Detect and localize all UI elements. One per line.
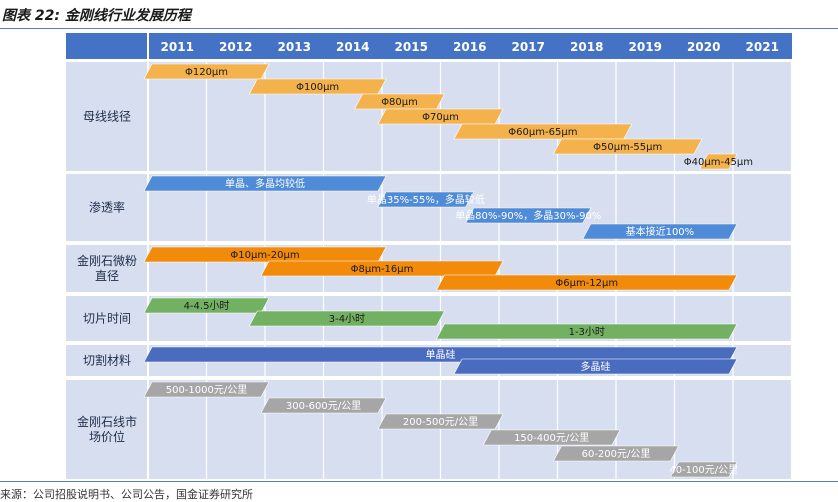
bar-label: 单晶硅 xyxy=(426,348,456,361)
bar-label: Φ40μm-45μm xyxy=(684,157,753,168)
year-label-2011: 2011 xyxy=(161,40,194,54)
bar-label: Φ50μm-55μm xyxy=(593,142,662,153)
timeline-bar xyxy=(699,153,738,170)
bar-label: Φ100μm xyxy=(296,82,339,93)
row-label: 场价位 xyxy=(89,429,125,444)
bar-label: 60-200元/公里 xyxy=(582,448,651,460)
year-label-2020: 2020 xyxy=(687,40,720,54)
timeline-bar xyxy=(465,207,592,224)
year-label-2021: 2021 xyxy=(746,40,779,54)
bar-label: Φ10μm-20μm xyxy=(230,250,299,261)
timeline-bar xyxy=(453,358,738,375)
bar-label: 40-100元/公里 xyxy=(669,464,738,476)
year-label-2013: 2013 xyxy=(278,40,311,54)
year-label-2015: 2015 xyxy=(395,40,428,54)
year-label-2012: 2012 xyxy=(219,40,252,54)
bottom-rule xyxy=(0,481,838,482)
bar-label: Φ60μm-65μm xyxy=(508,127,577,138)
source-note: 来源：公司招股说明书、公司公告，国金证券研究所 xyxy=(0,488,253,501)
row-label: 渗透率 xyxy=(89,200,125,215)
timeline-bar xyxy=(377,413,504,430)
year-label-2014: 2014 xyxy=(336,40,369,54)
title-rule xyxy=(0,28,838,29)
year-label-2016: 2016 xyxy=(453,40,486,54)
timeline-bar xyxy=(260,397,387,414)
bar-label: 300-600元/公里 xyxy=(286,400,361,412)
row-label: 切片时间 xyxy=(83,312,131,326)
bar-label: 单晶、多晶均较低 xyxy=(225,177,305,190)
figure-title: 图表 22: 金刚线行业发展历程 xyxy=(2,8,191,24)
timeline-bar xyxy=(377,191,475,208)
year-label-2017: 2017 xyxy=(512,40,545,54)
timeline-bar xyxy=(436,323,738,340)
row-label: 母线线径 xyxy=(83,110,131,124)
year-header xyxy=(66,33,792,59)
bar-label: Φ120μm xyxy=(185,67,228,78)
bar-label: Φ80μm xyxy=(381,97,418,108)
year-label-2019: 2019 xyxy=(629,40,662,54)
timeline-bar xyxy=(553,138,703,155)
bar-label: 多晶硅 xyxy=(581,360,611,373)
row-label: 金刚石线市 xyxy=(77,414,137,429)
timeline-bar xyxy=(143,175,387,192)
timeline-bar xyxy=(248,310,445,327)
timeline-bar xyxy=(143,381,270,398)
bar-label: 4-4.5小时 xyxy=(184,300,230,312)
bar-label: 基本接近100% xyxy=(626,225,695,238)
row-label: 金刚石微粉 xyxy=(77,253,137,268)
bar-label: Φ70μm xyxy=(422,112,459,123)
bar-label: Φ8μm-16μm xyxy=(351,264,414,275)
bar-label: 3-4小时 xyxy=(329,313,365,325)
timeline-bar xyxy=(436,274,738,291)
timeline-bar xyxy=(482,429,621,446)
bar-label: 500-1000元/公里 xyxy=(166,384,248,396)
bar-label: 单晶35%-55%，多晶较低 xyxy=(367,193,485,206)
bar-label: 1-3小时 xyxy=(569,326,605,338)
bar-label: 单晶80%-90%，多晶30%-90% xyxy=(455,209,601,222)
bar-label: 150-400元/公里 xyxy=(514,432,589,444)
bar-label: 200-500元/公里 xyxy=(403,416,478,428)
row-label: 切割材料 xyxy=(83,353,131,368)
timeline-bar xyxy=(553,445,679,462)
timeline-bar xyxy=(582,223,738,240)
row-label: 直径 xyxy=(95,269,119,283)
bar-label: Φ6μm-12μm xyxy=(555,278,618,289)
timeline-bar xyxy=(670,461,738,478)
year-label-2018: 2018 xyxy=(570,40,603,54)
